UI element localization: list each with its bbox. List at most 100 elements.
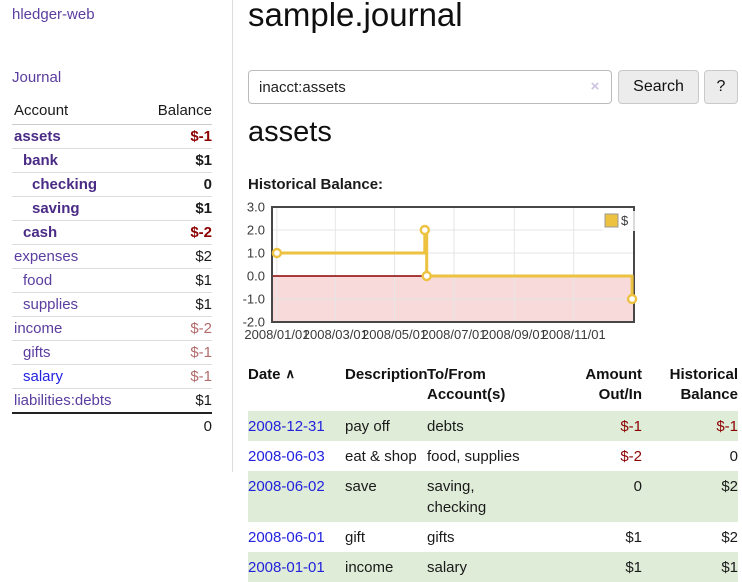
account-link[interactable]: bank — [23, 152, 59, 169]
accounts-header-account: Account — [14, 102, 69, 119]
clear-search-icon[interactable]: × — [590, 78, 600, 95]
account-balance: $-2 — [190, 320, 212, 337]
account-link[interactable]: cash — [23, 224, 58, 241]
register-header-date[interactable]: Date ∧ — [248, 366, 296, 383]
account-row: liabilities:debts $1 — [12, 389, 212, 412]
main-content: sample.journal × Search ? assets Histori… — [243, 0, 742, 582]
svg-text:0.0: 0.0 — [247, 269, 265, 284]
data-point-marker — [421, 270, 432, 282]
register-cell-amount: 0 — [633, 478, 642, 495]
svg-text:2008/09/01: 2008/09/01 — [482, 327, 547, 342]
account-link[interactable]: expenses — [14, 248, 79, 265]
sidebar-item-journal[interactable]: Journal — [12, 69, 62, 86]
data-point-marker — [271, 247, 283, 259]
register-row[interactable]: 2008-06-01 gift gifts $1 $2 — [248, 522, 738, 552]
transaction-date-link[interactable]: 2008-06-03 — [248, 448, 325, 465]
svg-text:3.0: 3.0 — [247, 200, 265, 215]
sidebar: hledger-web Journal Account Balance asse… — [0, 0, 233, 472]
legend-swatch — [604, 213, 619, 228]
svg-text:2008/11/01: 2008/11/01 — [542, 327, 606, 342]
account-balance: $-1 — [190, 344, 212, 361]
register-cell-accounts: gifts — [427, 529, 455, 546]
account-row: saving $1 — [12, 197, 212, 221]
account-balance: $1 — [195, 200, 212, 217]
register-cell-description: save — [345, 478, 377, 495]
search-input[interactable] — [248, 70, 612, 104]
data-point-marker — [419, 224, 431, 236]
account-balance: $2 — [195, 248, 212, 265]
register-cell-date: 2008-06-03 — [248, 441, 345, 471]
svg-text:2.0: 2.0 — [247, 223, 265, 238]
accounts-header: Account Balance — [12, 100, 212, 125]
account-link[interactable]: saving — [32, 200, 80, 217]
register-row[interactable]: 2008-01-01 income salary $1 $1 — [248, 552, 738, 582]
svg-text:2008/01/01: 2008/01/01 — [244, 327, 309, 342]
register-cell-accounts: food, supplies — [427, 448, 520, 465]
register-row[interactable]: 2008-06-03 eat & shop food, supplies $-2 0 — [248, 441, 738, 471]
account-row: income $-2 — [12, 317, 212, 341]
register-cell-date: 2008-01-01 — [248, 552, 345, 582]
search-button[interactable]: Search — [618, 70, 699, 104]
chart-label: Historical Balance: — [248, 176, 384, 193]
account-row: food $1 — [12, 269, 212, 293]
register-cell-balance: 0 — [729, 448, 738, 465]
register-table: Date ∧ Description To/From Account(s) Amou… — [248, 361, 738, 582]
account-balance: $1 — [195, 296, 212, 313]
register-cell-date: 2008-12-31 — [248, 411, 345, 441]
register-cell-date: 2008-06-02 — [248, 471, 345, 522]
account-balance: $-1 — [190, 128, 212, 145]
sort-ascending-icon: ∧ — [285, 366, 296, 381]
svg-text:2008/07/01: 2008/07/01 — [421, 327, 486, 342]
register-row[interactable]: 2008-06-02 save saving, checking 0 $2 — [248, 471, 738, 522]
register-cell-amount: $1 — [625, 559, 642, 576]
plot-border — [271, 206, 635, 323]
svg-text:-1.0: -1.0 — [243, 292, 265, 307]
register-cell-accounts: saving, checking — [427, 478, 487, 516]
transaction-date-link[interactable]: 2008-06-01 — [248, 529, 325, 546]
account-link[interactable]: income — [14, 320, 63, 337]
account-link[interactable]: liabilities:debts — [14, 392, 112, 409]
accounts-total-value: 0 — [203, 417, 212, 435]
account-link[interactable]: assets — [14, 128, 61, 145]
account-balance: $1 — [195, 152, 212, 169]
account-balance: $1 — [195, 272, 212, 289]
register-header-description: Description — [345, 366, 428, 383]
register-row[interactable]: 2008-12-31 pay off debts $-1 $-1 — [248, 411, 738, 441]
account-row: bank $1 — [12, 149, 212, 173]
register-cell-description: eat & shop — [345, 448, 417, 465]
account-link[interactable]: food — [23, 272, 53, 289]
account-link[interactable]: supplies — [23, 296, 79, 313]
account-row: salary $-1 — [12, 365, 212, 389]
register-header-amount: Amount Out/In — [585, 366, 642, 403]
accounts-tree: Account Balance assets $-1 bank $1 checking 0… — [12, 100, 212, 438]
transaction-date-link[interactable]: 2008-01-01 — [248, 559, 325, 576]
register-header-row: Date ∧ Description To/From Account(s) Amou… — [248, 361, 738, 411]
account-row: assets $-1 — [12, 125, 212, 149]
register-cell-description: pay off — [345, 418, 390, 435]
register-cell-amount: $-1 — [620, 418, 642, 435]
accounts-header-balance: Balance — [157, 102, 212, 119]
svg-text:-2.0: -2.0 — [243, 315, 265, 330]
register-cell-description: income — [345, 559, 394, 576]
search-form: × Search ? — [248, 70, 742, 104]
account-row: expenses $2 — [12, 245, 212, 269]
transaction-date-link[interactable]: 2008-06-02 — [248, 478, 325, 495]
legend-label: $ — [621, 213, 629, 228]
account-balance: $-1 — [190, 368, 212, 385]
account-row: cash $-2 — [12, 221, 212, 245]
account-row: gifts $-1 — [12, 341, 212, 365]
account-link[interactable]: gifts — [23, 344, 51, 361]
search-help-button[interactable]: ? — [704, 70, 738, 104]
register-cell-accounts: debts — [427, 418, 464, 435]
account-balance: $-2 — [190, 224, 212, 241]
account-link[interactable]: checking — [32, 176, 98, 193]
register-header-accounts: To/From Account(s) — [427, 366, 506, 403]
accounts-rows: assets $-1 bank $1 checking 0 saving $1 cash $-2 e… — [12, 125, 212, 412]
account-row: checking 0 — [12, 173, 212, 197]
app-brand-link[interactable]: hledger-web — [12, 6, 95, 23]
svg-text:2008/05/01: 2008/05/01 — [362, 327, 427, 342]
register-cell-accounts: salary — [427, 559, 468, 576]
register-cell-balance: $-1 — [716, 418, 738, 435]
transaction-date-link[interactable]: 2008-12-31 — [248, 418, 325, 435]
account-link[interactable]: salary — [23, 368, 64, 385]
